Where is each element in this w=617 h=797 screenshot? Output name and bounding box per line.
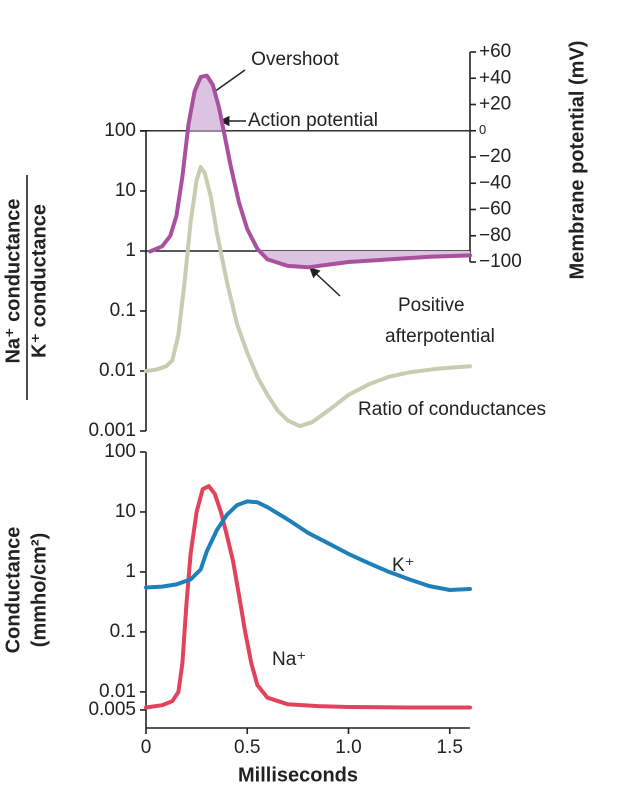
series-label: Na⁺ [272,649,306,670]
y-tick-label: 100 [104,441,136,462]
y-tick-label: 100 [104,120,136,141]
arrow [309,267,341,297]
series-line [144,165,472,429]
series-label: Action potential [248,110,378,131]
y2-tick-label: +40 [479,67,511,88]
y-axis-title: Conductance [2,527,24,654]
series-line [144,484,472,710]
y2-axis-title: Membrane potential (mV) [566,41,588,280]
y-tick-label: 0.001 [88,420,136,441]
overshoot-shade [150,75,470,131]
annotation: Overshoot [251,49,339,70]
y-tick-label: 0.01 [99,360,136,381]
y-axis-title: (mmho/cm²) [28,533,50,647]
y-axis-title: Na⁺ conductance [2,198,24,363]
y-tick-label: 1 [125,561,136,582]
y2-tick-label: −80 [479,225,511,246]
y-tick-label: 0.005 [88,699,136,720]
x-tick-label: 1.5 [437,737,463,758]
y-tick-label: 0.1 [110,621,136,642]
annotation: Positive [398,295,465,316]
series-line [148,73,472,270]
annotation: afterpotential [385,326,495,347]
y2-tick-label: −100 [479,251,522,272]
y2-tick-label: −20 [479,146,511,167]
y2-tick-label: +60 [479,41,511,62]
y-axis-title: K⁺ conductance [28,204,50,358]
y2-tick-label: 0 [479,122,486,137]
y-tick-label: 10 [115,180,136,201]
x-tick-label: 0.5 [234,737,260,758]
x-axis-title: Milliseconds [238,764,358,786]
series-line [144,499,472,592]
y2-tick-label: −40 [479,172,511,193]
series-label: Ratio of conductances [358,399,546,420]
y-tick-label: 0.01 [99,681,136,702]
x-tick-label: 1.0 [335,737,361,758]
y2-tick-label: −60 [479,199,511,220]
y-tick-label: 10 [115,501,136,522]
series-label: K⁺ [392,555,415,576]
y-tick-label: 1 [125,240,136,261]
y2-tick-label: +20 [479,94,511,115]
y-tick-label: 0.1 [110,300,136,321]
x-tick-label: 0 [141,737,152,758]
afterpotential-shade [150,251,470,268]
